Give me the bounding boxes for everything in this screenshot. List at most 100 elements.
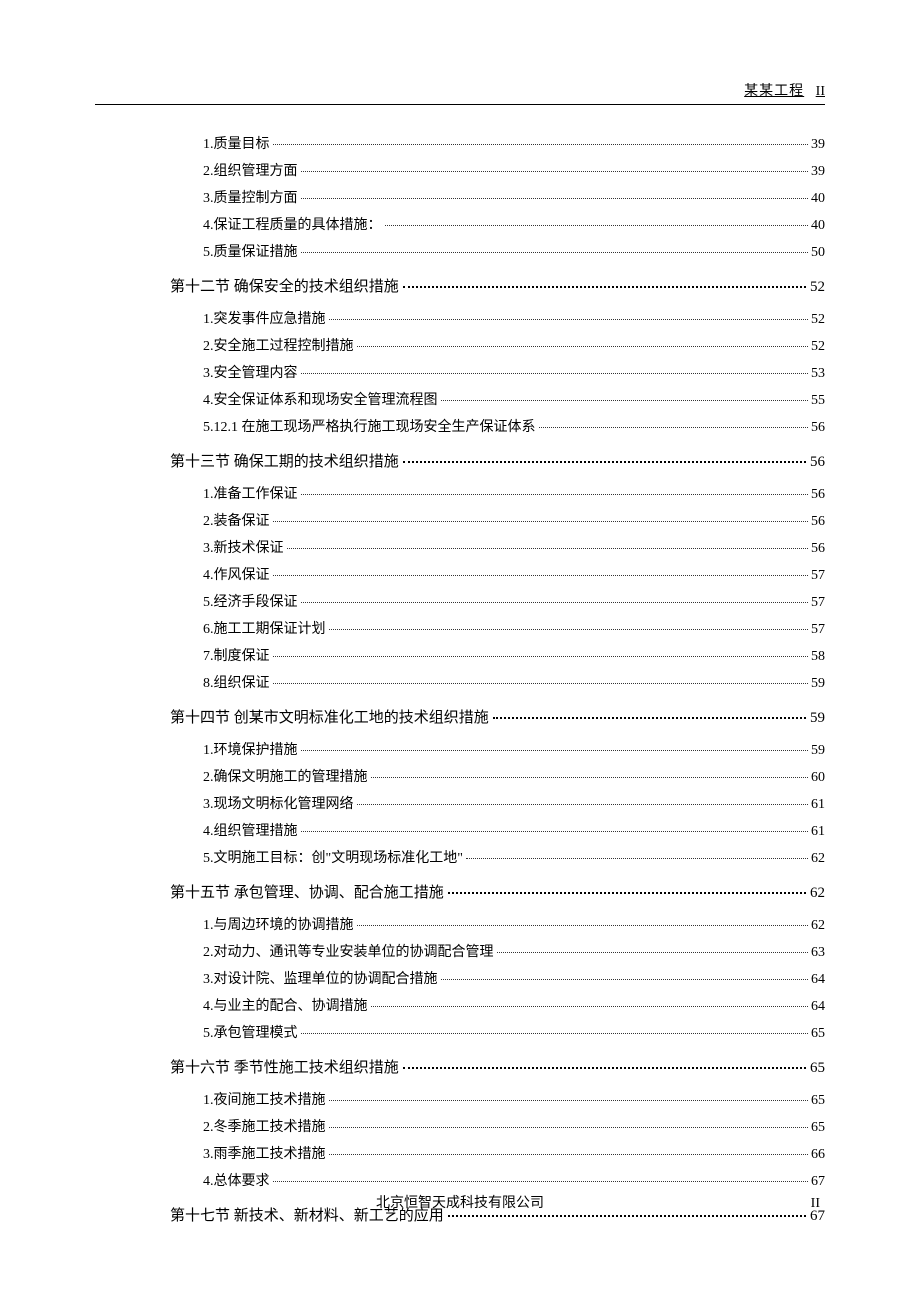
toc-leader <box>493 717 806 719</box>
toc-leader <box>357 346 809 347</box>
header-page-number: II <box>816 84 825 99</box>
toc-page-number: 56 <box>810 454 825 471</box>
toc-section: 第十五节 承包管理、协调、配合施工措施 62 <box>95 881 825 902</box>
toc-page-number: 56 <box>811 487 825 503</box>
toc-page-number: 66 <box>811 1147 825 1163</box>
toc-leader <box>273 683 809 684</box>
toc-section-label: 第十五节 承包管理、协调、配合施工措施 <box>170 881 444 902</box>
toc-page-number: 65 <box>811 1026 825 1042</box>
toc-sub-item: 1. 突发事件应急措施52 <box>95 308 825 328</box>
toc-leader <box>301 171 809 172</box>
toc-sub-number: 5. <box>203 420 214 436</box>
toc-page-number: 52 <box>811 312 825 328</box>
toc-sub-label: 质量目标 <box>214 133 270 153</box>
toc-sub-label: 作风保证 <box>214 564 270 584</box>
toc-sub-item: 1. 准备工作保证56 <box>95 483 825 503</box>
toc-sub-item: 3. 现场文明标化管理网络 61 <box>95 793 825 813</box>
toc-sub-item: 5. 经济手段保证57 <box>95 591 825 611</box>
toc-page-number: 53 <box>811 366 825 382</box>
toc-sub-item: 3. 雨季施工技术措施66 <box>95 1143 825 1163</box>
toc-sub-label: 制度保证 <box>214 645 270 665</box>
toc-page-number: 55 <box>811 393 825 409</box>
toc-sub-number: 2. <box>203 514 214 530</box>
toc-sub-label: 确保文明施工的管理措施 <box>214 766 368 786</box>
toc-page-number: 65 <box>810 1060 825 1077</box>
toc-sub-item: 2. 确保文明施工的管理措施 60 <box>95 766 825 786</box>
toc-page-number: 60 <box>811 770 825 786</box>
toc-leader <box>301 198 809 199</box>
toc-sub-item: 3. 新技术保证 56 <box>95 537 825 557</box>
toc-leader <box>357 804 809 805</box>
toc-page-number: 62 <box>811 851 825 867</box>
toc-page-number: 61 <box>811 824 825 840</box>
toc-sub-item: 4. 总体要求 67 <box>95 1170 825 1190</box>
toc-sub-number: 2. <box>203 945 214 961</box>
toc-sub-label: 与周边环境的协调措施 <box>214 914 354 934</box>
toc-sub-label: 与业主的配合、协调措施 <box>214 995 368 1015</box>
toc-sub-label: 组织保证 <box>214 672 270 692</box>
toc-sub-label: 新技术保证 <box>214 537 284 557</box>
toc-leader <box>497 952 809 953</box>
toc-page-number: 56 <box>811 541 825 557</box>
toc-page-number: 65 <box>811 1093 825 1109</box>
toc-sub-item: 2. 安全施工过程控制措施52 <box>95 335 825 355</box>
toc-sub-item: 8. 组织保证59 <box>95 672 825 692</box>
toc-sub-item: 3. 安全管理内容53 <box>95 362 825 382</box>
toc-leader <box>403 461 806 463</box>
footer-page-number: II <box>811 1196 820 1212</box>
toc-leader <box>301 1033 809 1034</box>
toc-sub-number: 2. <box>203 1120 214 1136</box>
toc-page-number: 58 <box>811 649 825 665</box>
toc-sub-label: 保证工程质量的具体措施： <box>214 214 382 234</box>
toc-sub-label: 安全保证体系和现场安全管理流程图 <box>214 389 438 409</box>
toc-sub-number: 4. <box>203 999 214 1015</box>
toc-sub-number: 4. <box>203 1174 214 1190</box>
table-of-contents: 1. 质量目标392. 组织管理方面393. 质量控制方面404. 保证工程质量… <box>95 133 825 1225</box>
toc-page-number: 39 <box>811 137 825 153</box>
toc-sub-number: 1. <box>203 743 214 759</box>
toc-sub-number: 1. <box>203 312 214 328</box>
toc-sub-label: 现场文明标化管理网络 <box>214 793 354 813</box>
toc-sub-item: 2. 冬季施工技术措施65 <box>95 1116 825 1136</box>
toc-page-number: 61 <box>811 797 825 813</box>
toc-sub-number: 4. <box>203 393 214 409</box>
toc-sub-number: 2. <box>203 770 214 786</box>
footer-company: 北京恒智天成科技有限公司 <box>0 1192 920 1212</box>
toc-sub-item: 7. 制度保证58 <box>95 645 825 665</box>
toc-page-number: 64 <box>811 972 825 988</box>
toc-leader <box>448 892 806 894</box>
toc-leader <box>301 750 809 751</box>
toc-page-number: 67 <box>811 1174 825 1190</box>
toc-page-number: 52 <box>811 339 825 355</box>
toc-sub-item: 4. 作风保证57 <box>95 564 825 584</box>
toc-page-number: 62 <box>810 885 825 902</box>
toc-sub-number: 5. <box>203 245 214 261</box>
toc-leader <box>329 1100 809 1101</box>
toc-sub-number: 3. <box>203 797 214 813</box>
toc-sub-number: 1. <box>203 918 214 934</box>
toc-sub-item: 1. 质量目标39 <box>95 133 825 153</box>
toc-sub-label: 组织管理措施 <box>214 820 298 840</box>
toc-sub-label: 总体要求 <box>214 1170 270 1190</box>
toc-leader <box>539 427 809 428</box>
toc-sub-number: 3. <box>203 541 214 557</box>
toc-sub-item: 6. 施工工期保证计划57 <box>95 618 825 638</box>
toc-sub-item: 3. 质量控制方面40 <box>95 187 825 207</box>
toc-sub-item: 4. 安全保证体系和现场安全管理流程图 55 <box>95 389 825 409</box>
toc-sub-item: 1. 夜间施工技术措施65 <box>95 1089 825 1109</box>
toc-sub-item: 5. 承包管理模式65 <box>95 1022 825 1042</box>
toc-leader <box>329 1154 809 1155</box>
toc-sub-label: 雨季施工技术措施 <box>214 1143 326 1163</box>
toc-sub-number: 6. <box>203 622 214 638</box>
toc-page-number: 59 <box>811 743 825 759</box>
toc-section-label: 第十二节 确保安全的技术组织措施 <box>170 275 399 296</box>
toc-leader <box>273 144 809 145</box>
toc-page-number: 39 <box>811 164 825 180</box>
toc-page-number: 65 <box>811 1120 825 1136</box>
toc-page-number: 40 <box>811 191 825 207</box>
toc-leader <box>448 1215 806 1217</box>
toc-sub-item: 5. 12.1 在施工现场严格执行施工现场安全生产保证体系56 <box>95 416 825 436</box>
toc-sub-item: 4. 组织管理措施61 <box>95 820 825 840</box>
toc-sub-number: 2. <box>203 339 214 355</box>
toc-sub-item: 4. 与业主的配合、协调措施64 <box>95 995 825 1015</box>
